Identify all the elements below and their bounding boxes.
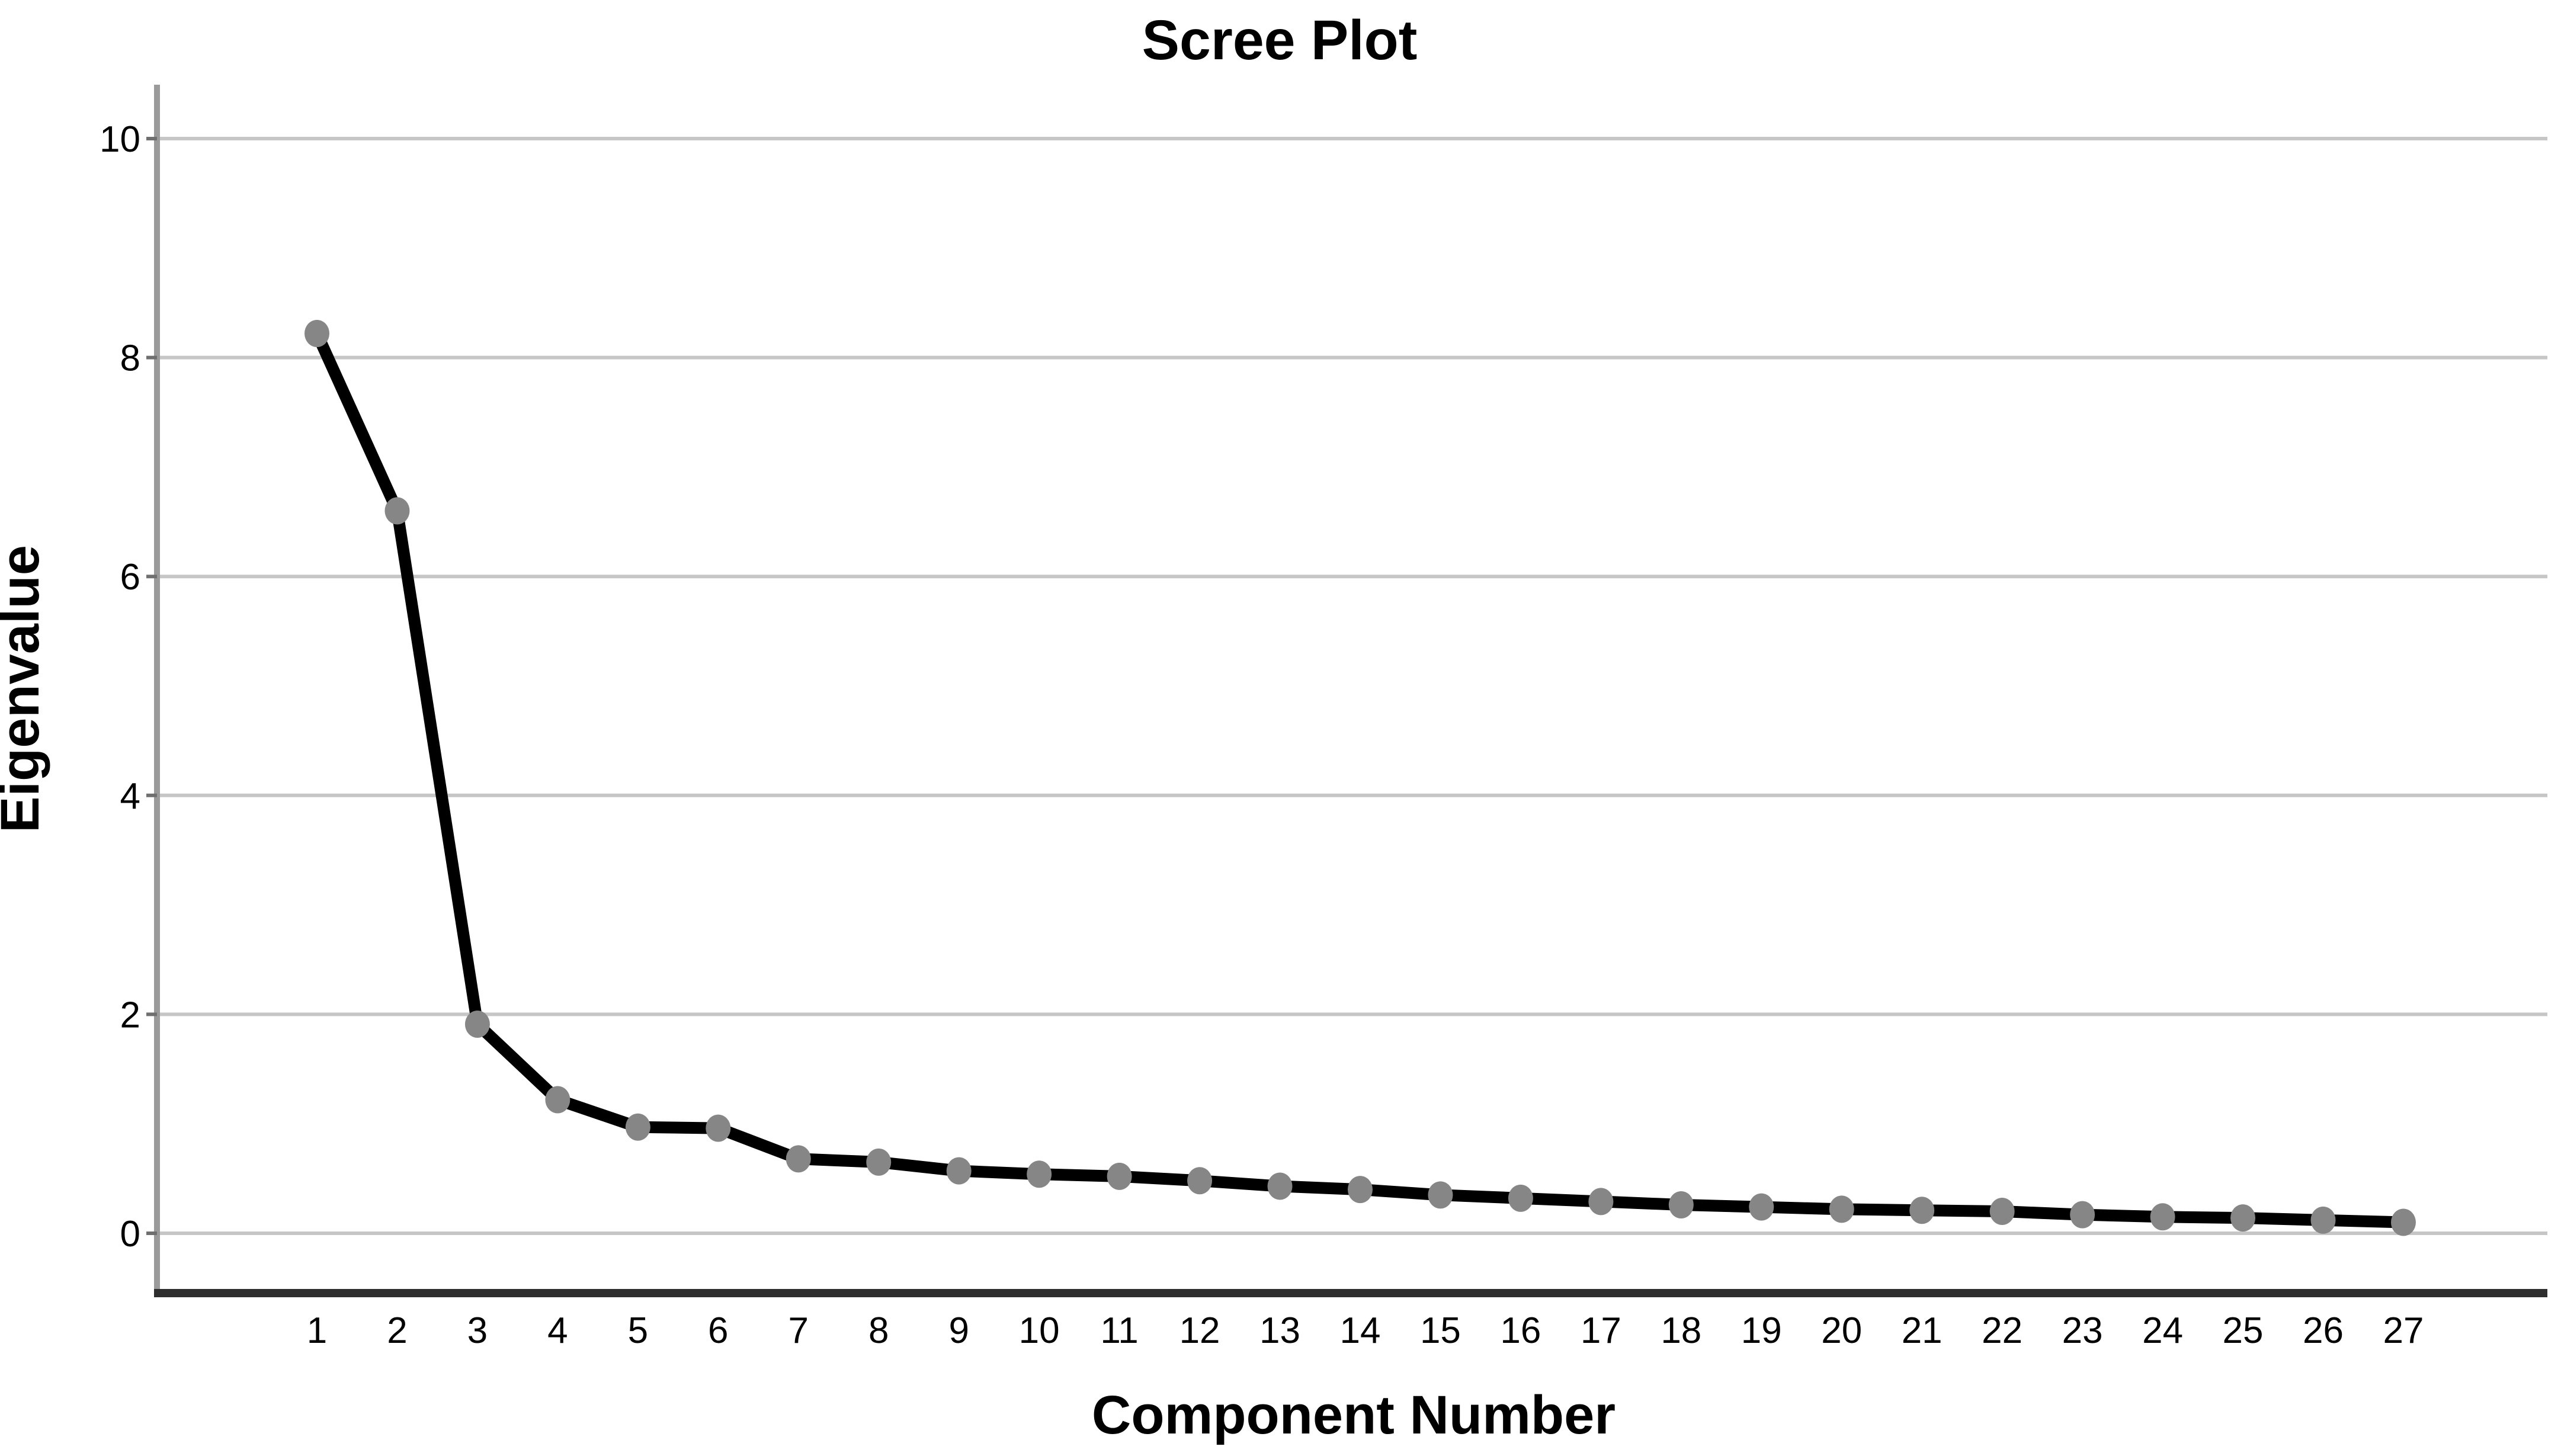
x-tick-label: 10	[1019, 1310, 1060, 1351]
data-point	[706, 1114, 731, 1142]
data-point	[1508, 1184, 1533, 1212]
x-tick-label: 20	[1821, 1310, 1862, 1351]
x-tick-label: 27	[2383, 1310, 2424, 1351]
x-tick-label: 22	[1982, 1310, 2022, 1351]
x-tick-label: 18	[1661, 1310, 1701, 1351]
x-tick-labels: 1 2 3 4 5 6 7 8 9 10 11 12 13 14 15 16 17 18 19 20 21 22 23 24 2…	[307, 1310, 2424, 1351]
data-point	[1347, 1176, 1373, 1204]
data-point	[305, 319, 329, 347]
x-tick-label: 12	[1179, 1310, 1220, 1351]
x-tick-label: 16	[1500, 1310, 1541, 1351]
x-tick-label: 25	[2223, 1310, 2264, 1351]
y-tick-marks	[146, 137, 157, 1235]
y-tick-label: 10	[100, 119, 140, 160]
data-point-markers	[305, 319, 2416, 1236]
y-axis-title: Eigenvalue	[0, 545, 50, 833]
x-tick-label: 14	[1339, 1310, 1380, 1351]
data-point	[1107, 1162, 1132, 1190]
x-tick-label: 24	[2142, 1310, 2183, 1351]
data-point	[946, 1157, 972, 1185]
x-tick-label: 6	[708, 1310, 728, 1351]
x-tick-label: 15	[1420, 1310, 1461, 1351]
data-point	[545, 1086, 570, 1114]
x-axis-title: Component Number	[1092, 1385, 1616, 1445]
x-tick-label: 7	[789, 1310, 809, 1351]
data-point	[1267, 1172, 1293, 1200]
y-tick-label: 0	[120, 1214, 140, 1255]
data-point	[2390, 1208, 2416, 1236]
data-point	[1428, 1181, 1453, 1209]
x-tick-label: 26	[2303, 1310, 2344, 1351]
data-point	[786, 1145, 811, 1173]
y-tick-label: 8	[120, 338, 140, 379]
data-point	[384, 497, 410, 525]
data-point	[2230, 1204, 2256, 1232]
data-point	[2150, 1203, 2175, 1231]
data-point	[1749, 1193, 1774, 1221]
data-point	[1909, 1197, 1935, 1224]
gridlines	[157, 137, 2547, 1235]
y-tick-labels: 0 2 4 6 8 10	[100, 119, 140, 1255]
y-tick-label: 2	[120, 995, 140, 1035]
x-tick-label: 13	[1259, 1310, 1300, 1351]
chart-title: Scree Plot	[1142, 9, 1418, 72]
data-point	[1989, 1198, 2015, 1226]
data-point	[2070, 1201, 2095, 1229]
data-point	[1668, 1191, 1694, 1218]
x-tick-label: 21	[1902, 1310, 1943, 1351]
x-tick-label: 1	[307, 1310, 327, 1351]
x-tick-label: 8	[868, 1310, 889, 1351]
data-point	[1588, 1188, 1614, 1216]
x-tick-label: 5	[628, 1310, 648, 1351]
x-tick-label: 4	[547, 1310, 568, 1351]
x-tick-label: 19	[1741, 1310, 1782, 1351]
x-tick-label: 23	[2062, 1310, 2103, 1351]
x-tick-label: 2	[387, 1310, 407, 1351]
data-point	[1187, 1167, 1213, 1195]
data-point	[464, 1011, 490, 1038]
data-point	[1027, 1160, 1052, 1188]
data-point	[1829, 1195, 1854, 1223]
data-point	[866, 1148, 892, 1176]
y-tick-label: 6	[120, 557, 140, 598]
y-tick-label: 4	[120, 776, 140, 817]
x-tick-label: 3	[467, 1310, 488, 1351]
x-tick-label: 11	[1100, 1310, 1138, 1351]
data-point	[2310, 1206, 2336, 1234]
data-point	[625, 1113, 650, 1141]
x-tick-label: 17	[1581, 1310, 1621, 1351]
x-tick-label: 9	[948, 1310, 969, 1351]
series-line	[311, 327, 2409, 1229]
